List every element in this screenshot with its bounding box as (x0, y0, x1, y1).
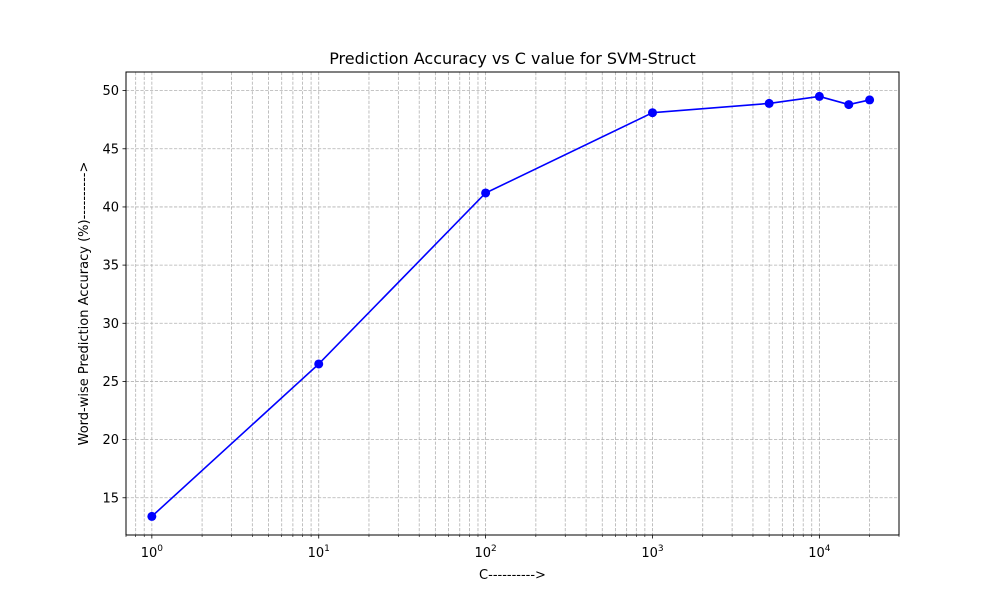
y-tick-label: 45 (102, 142, 119, 157)
x-tick-label-base: 10 (641, 546, 658, 561)
data-point (647, 108, 657, 118)
y-tick-label: 20 (102, 433, 119, 448)
y-tick-label: 25 (102, 375, 119, 390)
x-tick-label-exponent: 3 (658, 544, 664, 554)
x-tick-label: 100 (141, 544, 164, 561)
y-axis-label: Word-wise Prediction Accuracy (%)-------… (77, 162, 92, 446)
x-tick-label: 101 (308, 544, 330, 561)
x-axis-label: C----------> (479, 568, 546, 583)
data-point (481, 188, 491, 198)
data-point (314, 359, 324, 369)
data-point (764, 98, 774, 108)
y-tick-label: 50 (102, 84, 119, 99)
plot-frame (125, 71, 900, 536)
data-point (147, 511, 157, 521)
series-line (151, 95, 870, 517)
data-point (814, 91, 824, 101)
chart-title: Prediction Accuracy vs C value for SVM-S… (329, 49, 696, 68)
x-tick-label: 104 (808, 544, 831, 561)
x-tick-label-exponent: 1 (324, 544, 330, 554)
x-tick-label-base: 10 (141, 546, 158, 561)
y-tick-label: 40 (102, 200, 119, 215)
x-tick-label: 103 (641, 544, 663, 561)
series-layer (147, 91, 875, 521)
y-tick-label: 15 (102, 491, 119, 506)
y-tick-label: 35 (102, 259, 119, 274)
x-tick-label-base: 10 (808, 546, 825, 561)
data-point (844, 100, 854, 110)
data-point (865, 95, 875, 105)
x-tick-label-base: 10 (308, 546, 325, 561)
x-tick-label: 102 (474, 544, 496, 561)
x-tick-label-exponent: 2 (491, 544, 497, 554)
x-tick-label-exponent: 0 (157, 544, 163, 554)
x-tick-label-base: 10 (474, 546, 491, 561)
x-tick-label-exponent: 4 (825, 544, 831, 554)
grid (125, 72, 900, 535)
y-tick-label: 30 (102, 317, 119, 332)
